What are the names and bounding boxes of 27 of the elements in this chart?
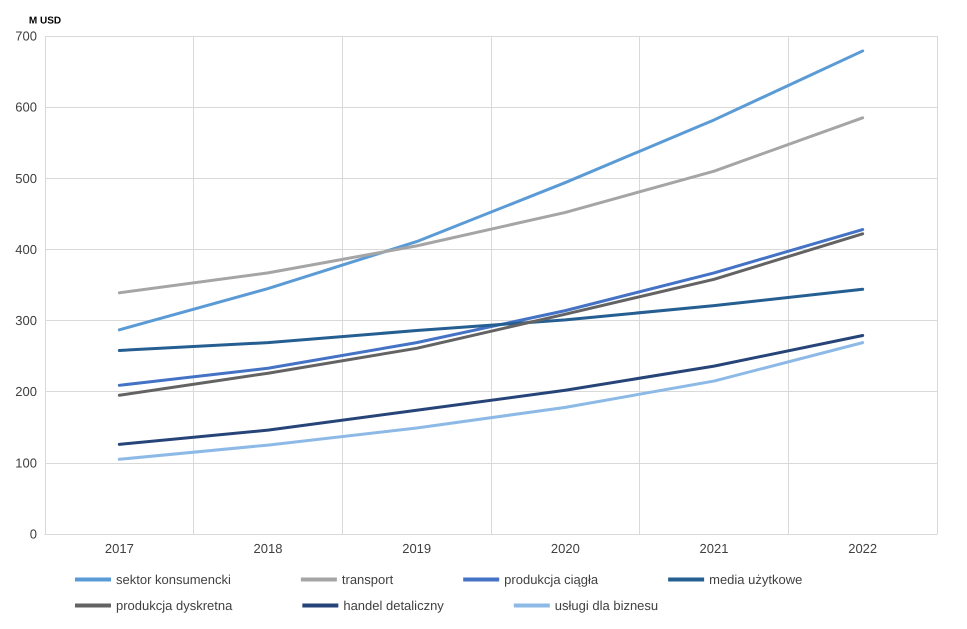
legend-label: media użytkowe (709, 572, 802, 587)
y-tick-label: 100 (15, 455, 37, 470)
y-tick-label: 0 (30, 526, 37, 542)
line-series (118, 49, 864, 332)
legend-label: produkcja ciągła (504, 572, 599, 587)
y-tick-label: 700 (15, 28, 37, 44)
y-tick-label: 300 (15, 313, 37, 328)
y-tick-label: 600 (15, 100, 37, 115)
x-tick-label: 2019 (402, 541, 432, 556)
y-tick-label: 500 (15, 170, 37, 186)
line-series (118, 334, 864, 446)
line-series (118, 116, 864, 294)
legend-label: usługi dla biznesu (554, 598, 658, 613)
legend-label: sektor konsumencki (116, 572, 231, 587)
x-tick-label: 2021 (700, 541, 728, 556)
x-tick-label: 2017 (104, 541, 134, 556)
x-tick-label: 2018 (254, 541, 282, 556)
legend-label: handel detaliczny (343, 598, 444, 613)
x-tick-label: 2020 (550, 541, 580, 556)
y-axis-title: M USD (28, 16, 62, 26)
y-tick-label: 400 (15, 242, 37, 257)
line-series (118, 288, 864, 352)
line-series (118, 341, 864, 461)
legend-label: transport (342, 572, 394, 587)
y-tick-label: 200 (15, 384, 37, 400)
x-tick-label: 2022 (848, 541, 878, 556)
legend-label: produkcja dyskretna (116, 598, 234, 613)
